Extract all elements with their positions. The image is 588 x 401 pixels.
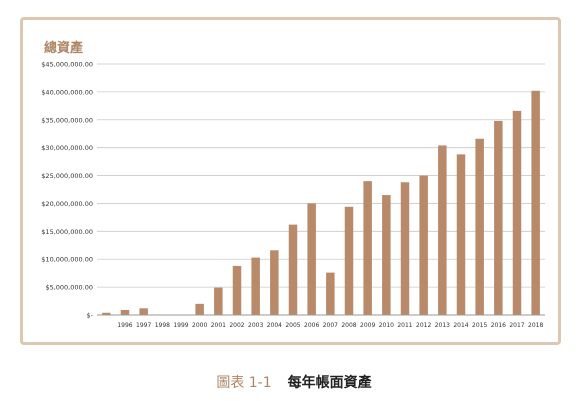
- x-tick-label: 2012: [416, 322, 431, 329]
- bar: [382, 195, 391, 315]
- x-tick-label: 2003: [248, 322, 263, 329]
- chart-title: 總資產: [44, 40, 83, 56]
- bar: [139, 308, 148, 315]
- x-tick-label: 2015: [472, 322, 487, 329]
- x-axis-ticks: 1996 1997 1998 1999 2000 2001 2002 2003 2004 2005…: [117, 322, 543, 329]
- x-tick-label: 1998: [155, 322, 170, 329]
- bar: [326, 272, 335, 315]
- bar: [120, 309, 130, 315]
- x-tick-label: 2000: [192, 322, 207, 329]
- y-tick-label: $15,000,000.00: [41, 228, 93, 236]
- x-tick-label: 2001: [211, 322, 226, 329]
- y-tick-label: $-: [87, 312, 94, 320]
- bar: [438, 145, 447, 315]
- x-tick-label: 2004: [267, 322, 282, 329]
- y-axis-ticks: $- $5,000,000.00 $10,000,000.00 $15,000,000…: [41, 61, 93, 320]
- y-tick-label: $45,000,000.00: [41, 61, 93, 69]
- bar: [363, 181, 372, 315]
- y-tick-label: $25,000,000.00: [41, 172, 93, 180]
- bar: [232, 265, 242, 315]
- caption-number: 圖表 1-1: [216, 375, 272, 391]
- y-tick-label: $40,000,000.00: [41, 88, 93, 96]
- bar: [270, 250, 279, 315]
- y-tick-label: $35,000,000.00: [41, 116, 93, 124]
- bar: [288, 224, 298, 315]
- x-tick-label: 2018: [528, 322, 543, 329]
- x-tick-label: 2005: [285, 322, 300, 329]
- bar: [344, 206, 354, 315]
- caption-title: 每年帳面資產: [287, 375, 372, 391]
- bar: [102, 312, 111, 315]
- x-tick-label: 2007: [323, 322, 338, 329]
- bar: [475, 138, 484, 315]
- y-tick-label: $10,000,000.00: [41, 256, 93, 264]
- bar: [512, 110, 522, 315]
- figure-caption: 圖表 1-1 每年帳面資產: [0, 372, 588, 392]
- x-tick-label: 2008: [341, 322, 356, 329]
- x-tick-label: 1997: [136, 322, 151, 329]
- bar: [456, 154, 466, 315]
- x-tick-label: 1999: [173, 322, 188, 329]
- bar: [419, 175, 428, 315]
- bar: [400, 182, 410, 315]
- bar: [307, 203, 316, 315]
- x-tick-label: 2011: [397, 322, 412, 329]
- grid-lines: [97, 63, 545, 288]
- bar: [531, 90, 540, 315]
- x-tick-label: 2013: [435, 322, 450, 329]
- y-tick-label: $20,000,000.00: [41, 200, 93, 208]
- bar: [251, 257, 260, 315]
- x-tick-label: 2016: [491, 322, 506, 329]
- bars: [102, 90, 540, 315]
- x-tick-label: 2017: [509, 322, 524, 329]
- x-tick-label: 1996: [117, 322, 132, 329]
- x-tick-label: 2014: [453, 322, 468, 329]
- y-tick-label: $30,000,000.00: [41, 144, 93, 152]
- x-tick-label: 2010: [379, 322, 394, 329]
- x-tick-label: 2009: [360, 322, 375, 329]
- y-tick-label: $5,000,000.00: [45, 284, 93, 292]
- bar: [214, 287, 223, 315]
- bar: [494, 120, 503, 315]
- x-tick-label: 2006: [304, 322, 319, 329]
- x-tick-label: 2002: [229, 322, 244, 329]
- bar: [195, 303, 204, 315]
